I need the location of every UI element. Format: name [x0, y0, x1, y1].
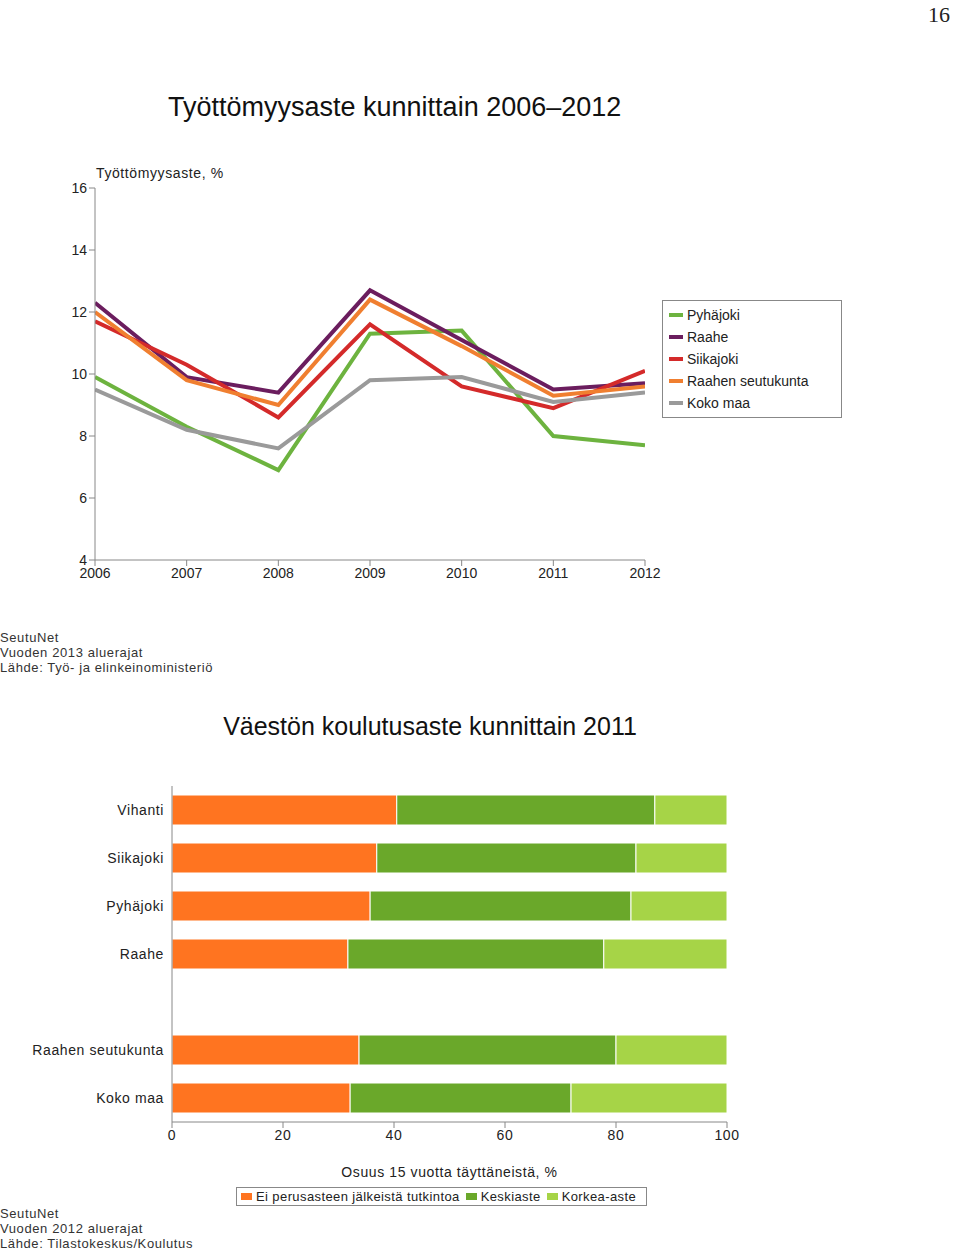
svg-text:12: 12 [71, 304, 87, 320]
html-text:Koko maa: Koko maa [687, 395, 750, 411]
svg-text:4: 4 [79, 552, 87, 568]
html-text:Työttömyysaste, %: Työttömyysaste, % [96, 165, 224, 181]
svg-text:2011: 2011 [538, 565, 568, 581]
html-text:Raahen seutukunta: Raahen seutukunta [687, 373, 809, 389]
html-text:SeutuNet: SeutuNet [0, 630, 59, 645]
svg-text:Raahen seutukunta: Raahen seutukunta [32, 1042, 164, 1058]
html-text:Korkea-aste: Korkea-aste [561, 1189, 637, 1204]
html-text:Lähde: Tilastokeskus/Koulutus: Lähde: Tilastokeskus/Koulutus [0, 1236, 193, 1251]
html-text:Ei perusasteen jälkeistä tutki: Ei perusasteen jälkeistä tutkintoa [256, 1189, 460, 1204]
svg-text:2010: 2010 [446, 565, 477, 581]
svg-text:Vihanti: Vihanti [117, 802, 164, 818]
svg-text:Raahe: Raahe [120, 946, 164, 962]
svg-text:100: 100 [714, 1127, 739, 1143]
svg-text:14: 14 [71, 242, 87, 258]
html-text:Siikajoki: Siikajoki [687, 351, 739, 367]
svg-text:40: 40 [386, 1127, 403, 1143]
svg-text:2008: 2008 [263, 565, 294, 581]
svg-text:0: 0 [168, 1127, 176, 1143]
html-text:Vuoden 2012 aluerajat: Vuoden 2012 aluerajat [0, 1221, 143, 1236]
html-text:Pyhäjoki: Pyhäjoki [687, 307, 740, 323]
svg-text:20: 20 [275, 1127, 292, 1143]
html-text:Työttömyysaste kunnittain 2006: Työttömyysaste kunnittain 2006–2012 [168, 92, 622, 122]
svg-text:80: 80 [608, 1127, 625, 1143]
svg-text:60: 60 [497, 1127, 514, 1143]
svg-text:6: 6 [79, 490, 87, 506]
html-text:Lähde: Työ- ja elinkeinominist: Lähde: Työ- ja elinkeinoministeriö [0, 660, 214, 675]
svg-text:10: 10 [71, 366, 87, 382]
svg-text:Siikajoki: Siikajoki [107, 850, 164, 866]
html-text:Väestön koulutusaste kunnittai: Väestön koulutusaste kunnittain 2011 [223, 712, 637, 740]
html-text:Osuus 15 vuotta täyttäneistä,: Osuus 15 vuotta täyttäneistä, % [341, 1164, 558, 1180]
svg-text:16: 16 [71, 180, 87, 196]
svg-text:2006: 2006 [79, 564, 111, 581]
html-text:SeutuNet: SeutuNet [0, 1206, 59, 1221]
html-text:Keskiaste: Keskiaste [480, 1189, 541, 1204]
html-text:16: 16 [928, 2, 950, 27]
svg-text:Pyhäjoki: Pyhäjoki [106, 898, 164, 914]
svg-text:2012: 2012 [629, 565, 660, 581]
svg-text:Koko maa: Koko maa [96, 1090, 164, 1106]
svg-text:2007: 2007 [171, 565, 202, 581]
svg-text:2009: 2009 [354, 565, 385, 581]
svg-text:8: 8 [79, 428, 87, 444]
html-text:Raahe: Raahe [687, 329, 729, 345]
html-text:Vuoden 2013 aluerajat: Vuoden 2013 aluerajat [0, 645, 143, 660]
